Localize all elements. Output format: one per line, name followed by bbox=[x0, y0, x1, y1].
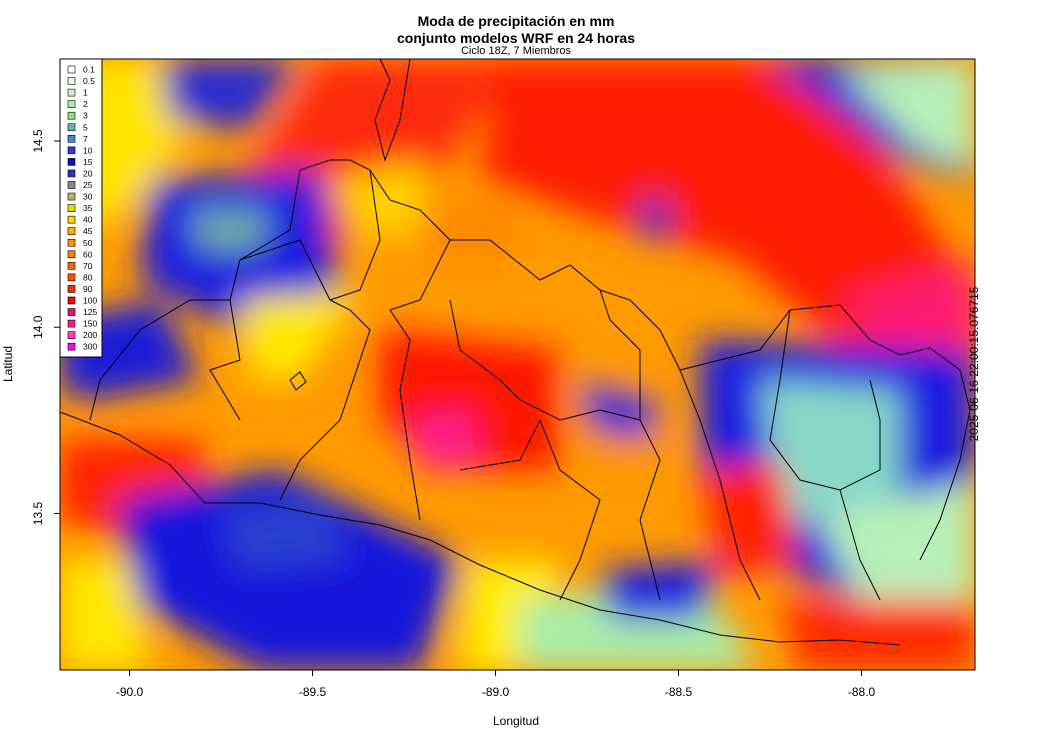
legend-label: 90 bbox=[83, 284, 93, 294]
legend-swatch bbox=[67, 100, 76, 108]
legend-label: 50 bbox=[83, 238, 93, 248]
legend-label: 10 bbox=[83, 145, 93, 155]
legend-swatch bbox=[67, 158, 76, 166]
legend-swatch bbox=[67, 88, 76, 97]
internal-border-13 bbox=[389, 239, 451, 311]
y-tick-label: 13.5 bbox=[31, 502, 45, 526]
legend-label: 3 bbox=[83, 111, 88, 121]
legend-label: 2 bbox=[83, 99, 88, 109]
internal-border-11 bbox=[459, 419, 541, 471]
legend-swatch bbox=[67, 215, 76, 224]
legend-swatch bbox=[67, 285, 76, 293]
legend-swatch bbox=[67, 181, 76, 189]
legend-label: 200 bbox=[83, 330, 97, 340]
legend-label: 25 bbox=[83, 180, 93, 190]
x-tick-label: -88.5 bbox=[665, 685, 693, 699]
x-axis-label: Longitud bbox=[492, 714, 540, 728]
legend-swatch bbox=[67, 273, 76, 282]
coastline bbox=[60, 411, 901, 646]
internal-border-14 bbox=[599, 289, 641, 420]
x-tick-label: -89.0 bbox=[482, 685, 510, 699]
legend-swatch bbox=[67, 65, 76, 74]
internal-border-12 bbox=[329, 169, 381, 301]
internal-border-2 bbox=[279, 299, 371, 501]
legend-swatch bbox=[67, 238, 76, 247]
x-tick-label: -89.5 bbox=[299, 685, 327, 699]
legend-label: 7 bbox=[83, 134, 88, 144]
legend-swatch bbox=[67, 123, 76, 132]
legend-swatch bbox=[67, 250, 76, 259]
legend-label: 45 bbox=[83, 226, 93, 236]
legend-swatch bbox=[67, 146, 76, 155]
map-title-line2: conjunto modelos WRF en 24 horas bbox=[396, 30, 636, 46]
x-axis: -90.0 -89.5 -89.0 -88.5 -88.0 bbox=[116, 670, 876, 699]
timestamp-label: 2025-06-16 22:00:15.076715 bbox=[967, 286, 981, 442]
legend-label: 70 bbox=[83, 261, 93, 271]
lake-outline bbox=[289, 371, 307, 391]
northern-border bbox=[89, 159, 971, 561]
y-axis: 13.5 14.0 14.5 bbox=[31, 129, 60, 525]
x-tick-label: -88.0 bbox=[848, 685, 876, 699]
legend: 0.10.51235710152025303540455060708090100… bbox=[59, 58, 103, 358]
map-title: Moda de precipitación en mm bbox=[417, 13, 615, 29]
internal-border-8 bbox=[769, 309, 881, 491]
legend-label: 80 bbox=[83, 272, 93, 282]
legend-label: 0.5 bbox=[83, 76, 95, 86]
internal-border-9 bbox=[839, 489, 881, 601]
internal-border-6 bbox=[639, 419, 661, 601]
legend-label: 40 bbox=[83, 215, 93, 225]
legend-swatch bbox=[67, 169, 76, 178]
internal-border-1 bbox=[209, 299, 241, 421]
legend-label: 0.1 bbox=[83, 65, 95, 75]
legend-swatch bbox=[67, 192, 76, 201]
legend-swatch bbox=[67, 262, 76, 270]
legend-swatch bbox=[67, 296, 76, 305]
legend-label: 100 bbox=[83, 296, 97, 306]
y-tick-label: 14.5 bbox=[31, 129, 45, 153]
legend-label: 30 bbox=[83, 192, 93, 202]
legend-label: 15 bbox=[83, 157, 93, 167]
legend-swatch bbox=[67, 204, 76, 212]
precipitation-field bbox=[60, 59, 975, 670]
legend-swatch bbox=[67, 331, 76, 339]
legend-label: 300 bbox=[83, 342, 97, 352]
plot-frame bbox=[59, 58, 976, 671]
map-subtitle: Ciclo 18Z, 7 Miembros bbox=[460, 45, 572, 57]
internal-border-5 bbox=[539, 419, 601, 601]
northern-edge bbox=[374, 59, 411, 162]
legend-swatch bbox=[67, 227, 76, 235]
legend-label: 125 bbox=[83, 307, 97, 317]
legend-label: 35 bbox=[83, 203, 93, 213]
x-tick-label: -90.0 bbox=[116, 685, 144, 699]
internal-border-7 bbox=[679, 369, 761, 601]
legend-swatch bbox=[67, 77, 76, 85]
legend-swatch bbox=[67, 319, 76, 328]
internal-border-3 bbox=[389, 309, 421, 521]
legend-swatch bbox=[67, 111, 76, 120]
legend-box bbox=[59, 58, 103, 358]
legend-label: 150 bbox=[83, 319, 97, 329]
legend-label: 1 bbox=[83, 88, 88, 98]
legend-label: 5 bbox=[83, 122, 88, 132]
internal-border-10 bbox=[239, 239, 331, 301]
legend-label: 20 bbox=[83, 168, 93, 178]
legend-swatch bbox=[67, 308, 76, 316]
y-tick-label: 14.0 bbox=[31, 315, 45, 339]
legend-swatch bbox=[67, 342, 76, 351]
legend-swatch bbox=[67, 135, 76, 143]
y-axis-label: Latitud bbox=[1, 345, 15, 383]
country-borders bbox=[60, 59, 971, 646]
legend-label: 60 bbox=[83, 249, 93, 259]
internal-border-4 bbox=[449, 299, 641, 421]
